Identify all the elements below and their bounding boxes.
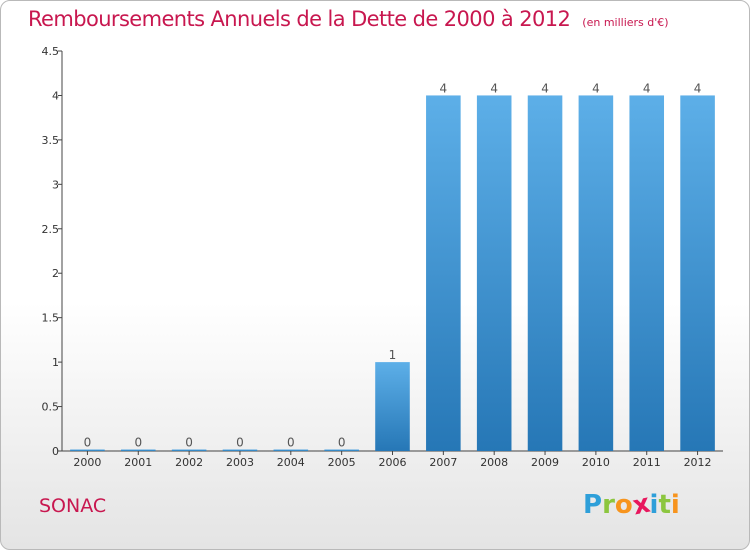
bar-2005 bbox=[324, 449, 359, 451]
bar-value-label: 1 bbox=[389, 348, 397, 362]
bar-value-label: 0 bbox=[287, 436, 295, 450]
bar-2009 bbox=[527, 95, 563, 451]
y-tick-label: 4.5 bbox=[42, 45, 60, 58]
x-tick-label: 2005 bbox=[328, 456, 356, 469]
y-tick-label: 0 bbox=[52, 445, 59, 458]
x-tick-label: 2010 bbox=[582, 456, 610, 469]
bar-2011 bbox=[629, 95, 665, 451]
logo-letter: i bbox=[649, 490, 659, 520]
y-ticks: 0 0.5 1 1.5 2 2.5 3 3.5 4 4.5 bbox=[42, 45, 62, 458]
unit-text: (en milliers d'€) bbox=[582, 16, 669, 29]
bar-value-label: 0 bbox=[338, 436, 346, 450]
bar-2012 bbox=[680, 95, 715, 451]
x-tick-label: 2001 bbox=[124, 456, 152, 469]
x-tick-label: 2006 bbox=[379, 456, 407, 469]
bar-value-label: 0 bbox=[236, 436, 244, 450]
logo-letter: P bbox=[583, 490, 603, 520]
bars: 0 0 0 0 0 0 1 4 4 4 4 4 4 bbox=[70, 81, 715, 451]
bar-value-label: 4 bbox=[440, 81, 448, 95]
x-tick-label: 2012 bbox=[684, 456, 712, 469]
bar-2007 bbox=[426, 95, 461, 451]
bar-2006 bbox=[375, 362, 410, 451]
x-tick-label: 2004 bbox=[277, 456, 305, 469]
bar-value-label: 0 bbox=[185, 436, 193, 450]
logo-letter: t bbox=[658, 490, 671, 520]
y-tick-label: 3.5 bbox=[42, 134, 60, 147]
y-tick-label: 1 bbox=[52, 356, 59, 369]
x-tick-label: 2011 bbox=[633, 456, 661, 469]
chart-title: Remboursements Annuels de la Dette de 20… bbox=[28, 7, 669, 31]
bar-value-label: 4 bbox=[643, 81, 651, 95]
bar-value-label: 4 bbox=[541, 81, 549, 95]
title-text: Remboursements Annuels de la Dette de 20… bbox=[28, 7, 571, 31]
bar-value-label: 4 bbox=[694, 81, 702, 95]
logo-letter: o bbox=[614, 490, 633, 520]
bar-2003 bbox=[222, 449, 258, 451]
y-tick-label: 0.5 bbox=[42, 401, 60, 414]
logo-letter: r bbox=[602, 490, 615, 520]
x-ticks: 2000 2001 2002 2003 2004 2005 2006 2007 2008 2009… bbox=[73, 451, 712, 469]
y-tick-label: 3 bbox=[52, 178, 59, 191]
logo-letter: i bbox=[670, 490, 680, 520]
y-tick-label: 4 bbox=[52, 89, 59, 102]
y-tick-label: 2.5 bbox=[42, 223, 60, 236]
bar-2004 bbox=[273, 449, 309, 451]
city-name: SONAC bbox=[39, 495, 107, 517]
bar-2008 bbox=[476, 95, 512, 451]
bar-value-label: 4 bbox=[592, 81, 600, 95]
bar-value-label: 0 bbox=[134, 436, 142, 450]
bar-value-label: 0 bbox=[84, 436, 92, 450]
x-tick-label: 2002 bbox=[175, 456, 203, 469]
bar-2010 bbox=[578, 95, 614, 451]
x-tick-label: 2007 bbox=[429, 456, 457, 469]
bar-2002 bbox=[171, 449, 207, 451]
x-tick-label: 2003 bbox=[226, 456, 254, 469]
x-tick-label: 2009 bbox=[531, 456, 559, 469]
bar-value-label: 4 bbox=[490, 81, 498, 95]
bar-2000 bbox=[70, 449, 105, 451]
y-tick-label: 2 bbox=[52, 267, 59, 280]
bar-2001 bbox=[120, 449, 156, 451]
y-tick-label: 1.5 bbox=[42, 312, 60, 325]
proxiti-logo: Proxiti bbox=[583, 489, 680, 522]
x-tick-label: 2000 bbox=[73, 456, 101, 469]
x-tick-label: 2008 bbox=[480, 456, 508, 469]
